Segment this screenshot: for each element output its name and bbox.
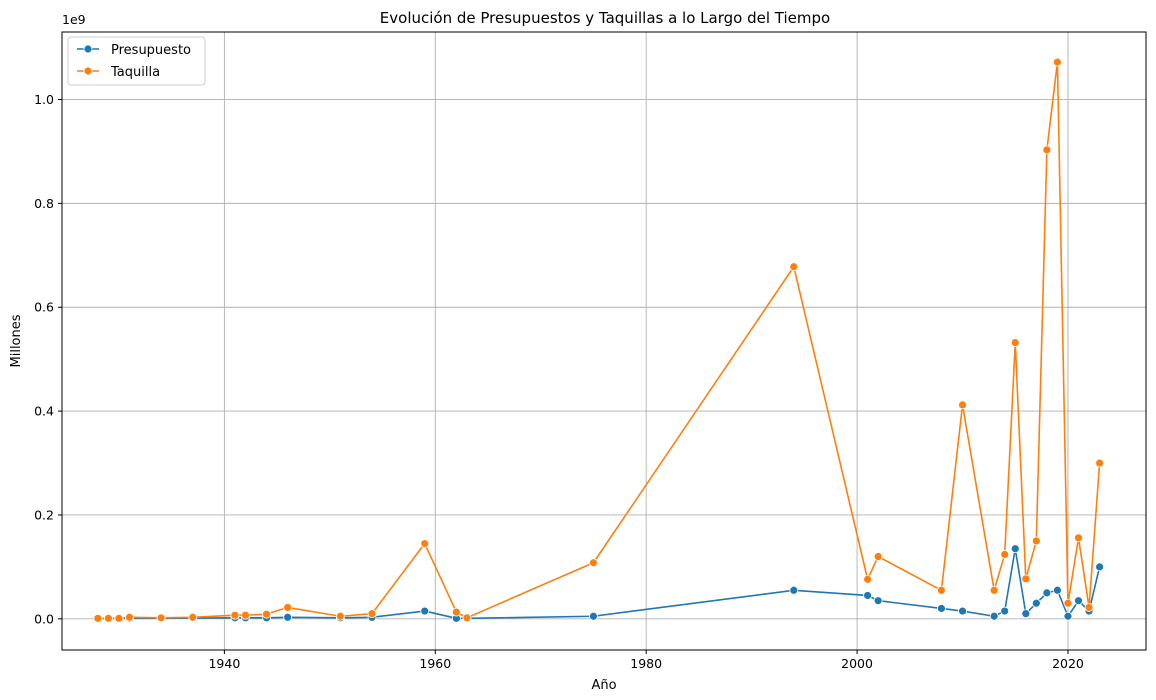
data-point-taquilla — [789, 262, 799, 272]
series-line-taquilla — [97, 61, 1101, 620]
data-point-taquilla — [1042, 145, 1052, 155]
data-point-taquilla — [367, 609, 377, 619]
series-markers — [93, 57, 1105, 623]
legend-label-presupuesto: Presupuesto — [111, 43, 191, 58]
data-point-taquilla — [1000, 550, 1010, 559]
data-point-presupuesto — [1010, 544, 1020, 554]
data-point-presupuesto — [420, 606, 430, 616]
data-point-presupuesto — [1063, 611, 1073, 621]
data-point-taquilla — [1010, 338, 1020, 347]
data-point-presupuesto — [1095, 562, 1105, 572]
y-axis-label: Millones — [9, 314, 24, 367]
data-point-presupuesto — [863, 591, 873, 600]
data-point-taquilla — [1031, 536, 1041, 546]
legend-label-taquilla: Taquilla — [110, 65, 160, 80]
data-point-presupuesto — [1021, 609, 1031, 619]
data-point-taquilla — [114, 613, 124, 623]
data-point-taquilla — [989, 585, 999, 595]
data-point-taquilla — [93, 613, 103, 623]
data-point-presupuesto — [1031, 598, 1041, 608]
data-point-taquilla — [156, 613, 166, 623]
data-point-taquilla — [462, 613, 472, 623]
data-point-taquilla — [958, 400, 967, 410]
data-point-taquilla — [262, 609, 271, 619]
data-point-taquilla — [230, 610, 240, 620]
x-tick-label: 1980 — [630, 656, 662, 671]
data-point-presupuesto — [873, 596, 883, 606]
y-tick-label: 0.4 — [34, 404, 54, 419]
data-point-taquilla — [873, 552, 883, 561]
x-tick-label: 1960 — [419, 656, 451, 671]
data-point-taquilla — [937, 585, 946, 595]
data-point-presupuesto — [937, 604, 946, 613]
data-point-taquilla — [1074, 533, 1083, 543]
data-point-presupuesto — [589, 611, 598, 621]
data-point-taquilla — [125, 612, 134, 622]
legend: Presupuesto Taquilla — [67, 36, 206, 86]
legend-swatch-taquilla-marker — [83, 66, 93, 76]
x-axis-label: Año — [591, 678, 616, 693]
data-point-taquilla — [241, 610, 250, 620]
data-point-taquilla — [335, 611, 345, 621]
data-point-presupuesto — [789, 585, 799, 595]
data-point-taquilla — [863, 574, 873, 584]
data-point-taquilla — [1084, 603, 1094, 612]
y-tick-label: 1.0 — [34, 92, 54, 107]
x-tick-label: 2000 — [841, 656, 873, 671]
data-point-taquilla — [103, 613, 113, 623]
data-point-taquilla — [1063, 598, 1073, 608]
y-offset-label: 1e9 — [62, 12, 86, 27]
x-tick-label: 1940 — [208, 656, 240, 671]
grid-lines — [62, 32, 1146, 650]
chart-title: Evolución de Presupuestos y Taquillas a … — [380, 9, 830, 27]
x-tick-label: 2020 — [1052, 656, 1084, 671]
data-point-taquilla — [589, 558, 598, 568]
data-point-taquilla — [1053, 57, 1062, 67]
y-tick-label: 0.0 — [34, 611, 54, 626]
legend-box — [67, 36, 206, 86]
y-tick-label: 0.2 — [34, 507, 54, 522]
y-tick-label: 0.6 — [34, 300, 54, 315]
data-point-taquilla — [283, 603, 293, 612]
data-point-presupuesto — [958, 606, 967, 616]
data-point-presupuesto — [1053, 585, 1062, 595]
axis-ticks: 1940 1960 1980 2000 2020 0.0 0.2 0.4 0.6 0.8 1.0 — [34, 92, 1084, 671]
series-line-presupuesto — [97, 547, 1101, 620]
legend-swatch-presupuesto-marker — [83, 44, 93, 54]
data-point-presupuesto — [1042, 588, 1052, 598]
data-point-presupuesto — [283, 612, 293, 622]
plot-area — [61, 31, 1147, 651]
data-point-taquilla — [188, 612, 198, 622]
y-tick-label: 0.8 — [34, 196, 54, 211]
data-point-taquilla — [420, 539, 430, 548]
data-point-taquilla — [1021, 574, 1031, 584]
data-point-presupuesto — [1000, 606, 1010, 616]
data-point-taquilla — [451, 607, 461, 617]
series-lines — [97, 61, 1101, 620]
data-point-taquilla — [1095, 458, 1105, 468]
data-point-presupuesto — [1074, 596, 1083, 606]
data-point-presupuesto — [989, 611, 999, 621]
